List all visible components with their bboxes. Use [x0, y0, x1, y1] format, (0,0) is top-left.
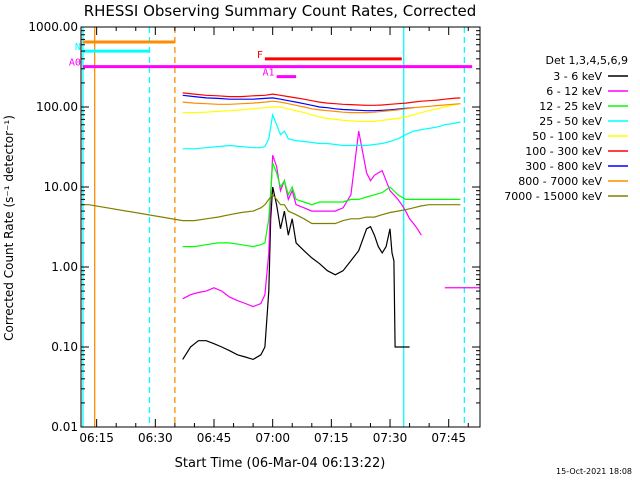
- series-line: [182, 92, 461, 106]
- legend-label: 7000 - 15000 keV: [504, 190, 602, 203]
- y-tick-label: 1000.00: [28, 20, 78, 34]
- series-line: [182, 103, 461, 123]
- legend-title: Det 1,3,4,5,6,9: [545, 54, 628, 67]
- y-tick-label: 1.00: [51, 260, 78, 274]
- legend-label: 50 - 100 keV: [532, 130, 602, 143]
- plot-area: 0.01 0.10 1.00 10.00 100.00 1000.00 06:15 06:30…: [28, 20, 481, 445]
- series-line: [182, 130, 422, 308]
- x-tick-label: 06:45: [197, 431, 232, 445]
- x-tick-label: 07:30: [373, 431, 408, 445]
- legend: Det 1,3,4,5,6,9 3 - 6 keV 6 - 12 keV 12 - …: [504, 54, 628, 203]
- legend-label: 100 - 300 keV: [525, 145, 602, 158]
- y-axis-label: Corrected Count Rate (s⁻¹ detector⁻¹): [2, 115, 16, 341]
- x-tick-label: 07:15: [314, 431, 349, 445]
- series-line: [182, 162, 461, 248]
- series-line: [182, 94, 414, 112]
- annotation-label: A0: [69, 58, 81, 69]
- chart-title: RHESSI Observing Summary Count Rates, Co…: [84, 2, 477, 20]
- legend-label: 300 - 800 keV: [525, 160, 602, 173]
- legend-label: 3 - 6 keV: [553, 70, 602, 83]
- series-line: [182, 100, 461, 114]
- legend-label: 25 - 50 keV: [539, 115, 602, 128]
- x-tick-label: 07:00: [255, 431, 290, 445]
- legend-label: 6 - 12 keV: [546, 85, 602, 98]
- annotation-label: N: [75, 42, 81, 53]
- series-line: [182, 186, 410, 361]
- x-tick-label: 06:15: [79, 431, 114, 445]
- legend-label: 800 - 7000 keV: [518, 175, 602, 188]
- annotation-label: F: [257, 50, 263, 61]
- plot-frame: [80, 26, 481, 428]
- annotation-label: A1: [263, 68, 275, 79]
- plot-inner: [82, 27, 480, 427]
- y-tick-label: 10.00: [44, 180, 78, 194]
- y-tick-label: 0.01: [51, 420, 78, 434]
- y-tick-label: 100.00: [36, 100, 78, 114]
- x-tick-label: 06:30: [138, 431, 173, 445]
- legend-label: 12 - 25 keV: [539, 100, 602, 113]
- x-axis-label: Start Time (06-Mar-04 06:13:22): [175, 456, 386, 471]
- series-line: [84, 193, 461, 225]
- x-tick-label: 07:45: [431, 431, 466, 445]
- footer-date: 15-Oct-2021 18:08: [556, 467, 632, 476]
- series-line: [182, 112, 461, 150]
- y-tick-label: 0.10: [51, 340, 78, 354]
